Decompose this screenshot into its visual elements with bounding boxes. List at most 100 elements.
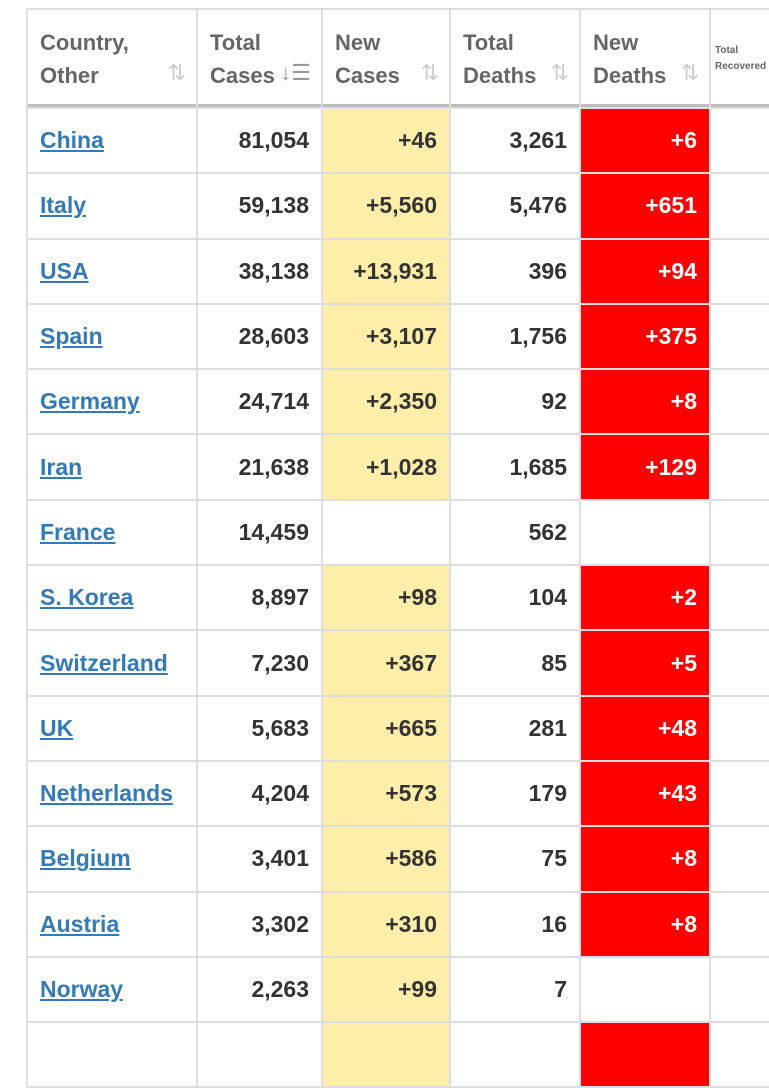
total-cases-cell: 2,263: [196, 955, 323, 1024]
new-deaths-cell: +8: [579, 890, 711, 958]
new-cases-cell: +586: [321, 825, 451, 893]
country-cell: Italy: [26, 172, 198, 240]
sort-arrows-icon[interactable]: ⇅: [550, 60, 569, 85]
country-link[interactable]: Netherlands: [40, 780, 173, 807]
new-cases-cell: +310: [321, 890, 451, 958]
new-deaths-cell: +48: [579, 694, 711, 762]
total-deaths-cell: 85: [449, 629, 581, 697]
total-cases-cell: 3,302: [196, 890, 323, 958]
country-link[interactable]: Austria: [40, 910, 120, 937]
country-link[interactable]: USA: [40, 257, 89, 284]
header-label-line1: Country,: [40, 29, 129, 55]
table-row: Belgium 3,401 +586 75 +8: [26, 825, 769, 893]
total-deaths-cell: 92: [449, 368, 581, 436]
new-cases-cell: +13,931: [321, 237, 451, 305]
total-deaths-cell: 5,476: [449, 172, 581, 240]
header-country[interactable]: Country, Other ⇅: [26, 8, 198, 109]
total-deaths-cell: 1,756: [449, 302, 581, 371]
new-cases-cell: +99: [321, 955, 451, 1024]
total-deaths-cell: 75: [449, 825, 581, 893]
country-link[interactable]: UK: [40, 714, 74, 741]
header-label-line1: Total: [210, 29, 261, 55]
country-link[interactable]: Norway: [40, 976, 124, 1002]
new-cases-cell: +46: [321, 106, 451, 175]
new-cases-cell: +5,560: [321, 172, 451, 240]
country-link[interactable]: Spain: [40, 323, 103, 350]
header-label-line2: Cases: [335, 62, 400, 88]
country-link[interactable]: Italy: [40, 192, 87, 219]
country-cell: [26, 1021, 198, 1088]
total-cases-cell: 38,138: [196, 237, 323, 305]
new-deaths-cell: +8: [579, 825, 711, 893]
header-label-line2: Deaths: [463, 62, 537, 88]
new-cases-cell: [321, 1021, 451, 1088]
total-cases-cell: 7,230: [196, 629, 323, 697]
total-recovered-cell: [709, 368, 769, 436]
total-recovered-cell: [709, 955, 769, 1024]
table-row: USA 38,138 +13,931 396 +94: [26, 237, 769, 305]
country-cell: Netherlands: [26, 759, 198, 828]
new-deaths-cell: +8: [579, 368, 711, 436]
total-cases-cell: 3,401: [196, 825, 323, 893]
header-total-cases[interactable]: Total Cases ↓☰: [196, 8, 323, 109]
country-cell: UK: [26, 694, 198, 762]
total-cases-cell: 4,204: [196, 759, 323, 828]
country-cell: France: [26, 498, 198, 567]
total-cases-cell: 21,638: [196, 433, 323, 501]
total-recovered-cell: [709, 564, 769, 632]
total-deaths-cell: 281: [449, 694, 581, 762]
new-deaths-cell: +651: [579, 172, 711, 240]
sort-arrows-icon[interactable]: ⇅: [167, 60, 186, 85]
country-link[interactable]: Belgium: [40, 845, 131, 872]
new-deaths-cell: +94: [579, 237, 711, 305]
header-new-cases[interactable]: New Cases ⇅: [321, 8, 451, 109]
sort-arrows-icon[interactable]: ⇅: [680, 60, 699, 85]
header-label-line2: Cases: [210, 62, 275, 88]
total-deaths-cell: 7: [449, 955, 581, 1024]
covid-cases-table: Country, Other ⇅ Total Cases ↓☰ New Cases ⇅ Total…: [26, 8, 769, 1088]
total-recovered-cell: [709, 759, 769, 828]
new-deaths-cell: +43: [579, 759, 711, 828]
total-deaths-cell: 3,261: [449, 106, 581, 175]
total-recovered-cell: [709, 302, 769, 371]
country-link[interactable]: France: [40, 518, 116, 545]
country-cell: Austria: [26, 890, 198, 958]
header-label-line1: Total: [463, 29, 514, 55]
header-new-deaths[interactable]: New Deaths ⇅: [579, 8, 711, 109]
total-recovered-cell: [709, 237, 769, 305]
country-link[interactable]: S. Korea: [40, 584, 134, 611]
sort-arrows-icon[interactable]: ⇅: [420, 60, 439, 85]
header-total-recovered[interactable]: Total Recovered: [709, 8, 769, 109]
country-cell: Germany: [26, 368, 198, 436]
table-row: France 14,459 562: [26, 498, 769, 567]
total-deaths-cell: 179: [449, 759, 581, 828]
header-label-line2: Deaths: [593, 62, 667, 88]
header-label-line1: Total: [715, 44, 739, 56]
country-link[interactable]: Switzerland: [40, 649, 168, 676]
new-deaths-cell: [579, 955, 711, 1024]
sort-desc-active-icon[interactable]: ↓☰: [280, 60, 311, 85]
total-deaths-cell: 562: [449, 498, 581, 567]
total-deaths-cell: 1,685: [449, 433, 581, 501]
country-link[interactable]: China: [40, 127, 104, 154]
total-deaths-cell: [449, 1021, 581, 1088]
table-row: Iran 21,638 +1,028 1,685 +129: [26, 433, 769, 501]
table-row: Spain 28,603 +3,107 1,756 +375: [26, 302, 769, 371]
header-total-deaths[interactable]: Total Deaths ⇅: [449, 8, 581, 109]
country-link[interactable]: Germany: [40, 388, 140, 415]
country-link[interactable]: Iran: [40, 453, 83, 480]
total-deaths-cell: 396: [449, 237, 581, 305]
country-cell: Norway: [26, 955, 198, 1024]
country-cell: Switzerland: [26, 629, 198, 697]
total-cases-cell: 59,138: [196, 172, 323, 240]
country-cell: USA: [26, 237, 198, 305]
header-label-line2: Other: [40, 62, 99, 88]
new-deaths-cell: +2: [579, 564, 711, 632]
table-row: China 81,054 +46 3,261 +6: [26, 106, 769, 175]
table-row: Austria 3,302 +310 16 +8: [26, 890, 769, 958]
country-cell: Iran: [26, 433, 198, 501]
total-deaths-cell: 16: [449, 890, 581, 958]
new-cases-cell: +2,350: [321, 368, 451, 436]
total-recovered-cell: [709, 825, 769, 893]
total-cases-cell: 14,459: [196, 498, 323, 567]
